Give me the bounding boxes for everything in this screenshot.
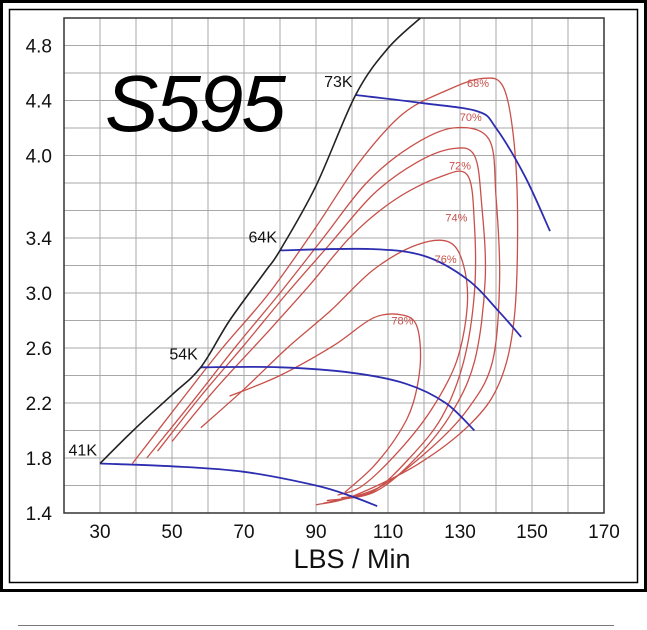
x-tick-label: 170 <box>588 522 620 543</box>
y-tick-label: 2.6 <box>26 339 52 360</box>
efficiency-label: 76% <box>435 254 457 266</box>
compressor-map-chart: 4.8 4.4 4.0 3.4 3.0 2.6 2.2 1.8 1.4 30 50 70 90 110 1… <box>0 0 647 592</box>
x-tick-label: 150 <box>516 522 548 543</box>
speed-label: 73K <box>324 74 353 91</box>
y-tick-label: 1.4 <box>26 504 53 525</box>
efficiency-island-72 <box>157 147 487 502</box>
surge-line-path <box>99 17 421 465</box>
plot-area-border <box>63 17 605 514</box>
efficiency-label: 72% <box>449 160 471 172</box>
inner-frame <box>8 8 639 584</box>
chart-title: S595 <box>105 59 286 148</box>
efficiency-label: 68% <box>467 78 489 90</box>
efficiency-island-76 <box>200 239 469 496</box>
speed-label: 41K <box>69 443 98 460</box>
surge-line <box>99 17 421 465</box>
y-tick-label: 3.4 <box>26 229 53 250</box>
outer-frame <box>0 0 647 592</box>
efficiency-island-74 <box>171 170 477 499</box>
chart-svg: 4.8 4.4 4.0 3.4 3.0 2.6 2.2 1.8 1.4 30 50 70 90 110 1… <box>0 0 647 592</box>
speed-lines <box>99 94 551 507</box>
x-tick-label: 110 <box>373 522 403 543</box>
x-tick-label: 50 <box>161 522 182 543</box>
y-tick-label: 2.2 <box>26 394 52 415</box>
bottom-divider <box>18 625 614 626</box>
x-tick-label: 90 <box>305 522 326 543</box>
efficiency-label: 78% <box>391 316 413 328</box>
grid <box>64 18 604 513</box>
y-tick-label: 3.0 <box>26 284 52 305</box>
efficiency-island-68 <box>131 77 519 506</box>
efficiency-island-78 <box>229 313 422 493</box>
y-tick-label: 4.0 <box>26 147 52 168</box>
efficiency-islands <box>131 77 519 506</box>
speed-label: 64K <box>249 229 278 246</box>
chart-labels: 78% 76% 74% 72% 70% 68% 41K 54K 64K 73K <box>69 74 490 460</box>
x-tick-labels: 30 50 70 90 110 130 150 170 <box>89 522 619 543</box>
y-tick-label: 4.4 <box>26 92 53 113</box>
speed-line-54K <box>200 365 476 432</box>
x-tick-label: 130 <box>444 522 476 543</box>
speed-label: 54K <box>169 346 198 363</box>
efficiency-label: 70% <box>460 112 482 124</box>
speed-line-73K <box>355 94 551 232</box>
x-tick-label: 70 <box>233 522 254 543</box>
efficiency-island-70 <box>146 126 501 505</box>
y-tick-labels: 4.8 4.4 4.0 3.4 3.0 2.6 2.2 1.8 1.4 <box>26 37 53 526</box>
x-tick-label: 30 <box>89 522 110 543</box>
efficiency-label: 74% <box>445 213 467 225</box>
speed-line-64K <box>279 247 522 338</box>
y-tick-label: 1.8 <box>26 449 52 470</box>
x-axis-label: LBS / Min <box>293 544 410 574</box>
speed-line-41K <box>99 462 378 507</box>
y-tick-label: 4.8 <box>26 37 52 58</box>
